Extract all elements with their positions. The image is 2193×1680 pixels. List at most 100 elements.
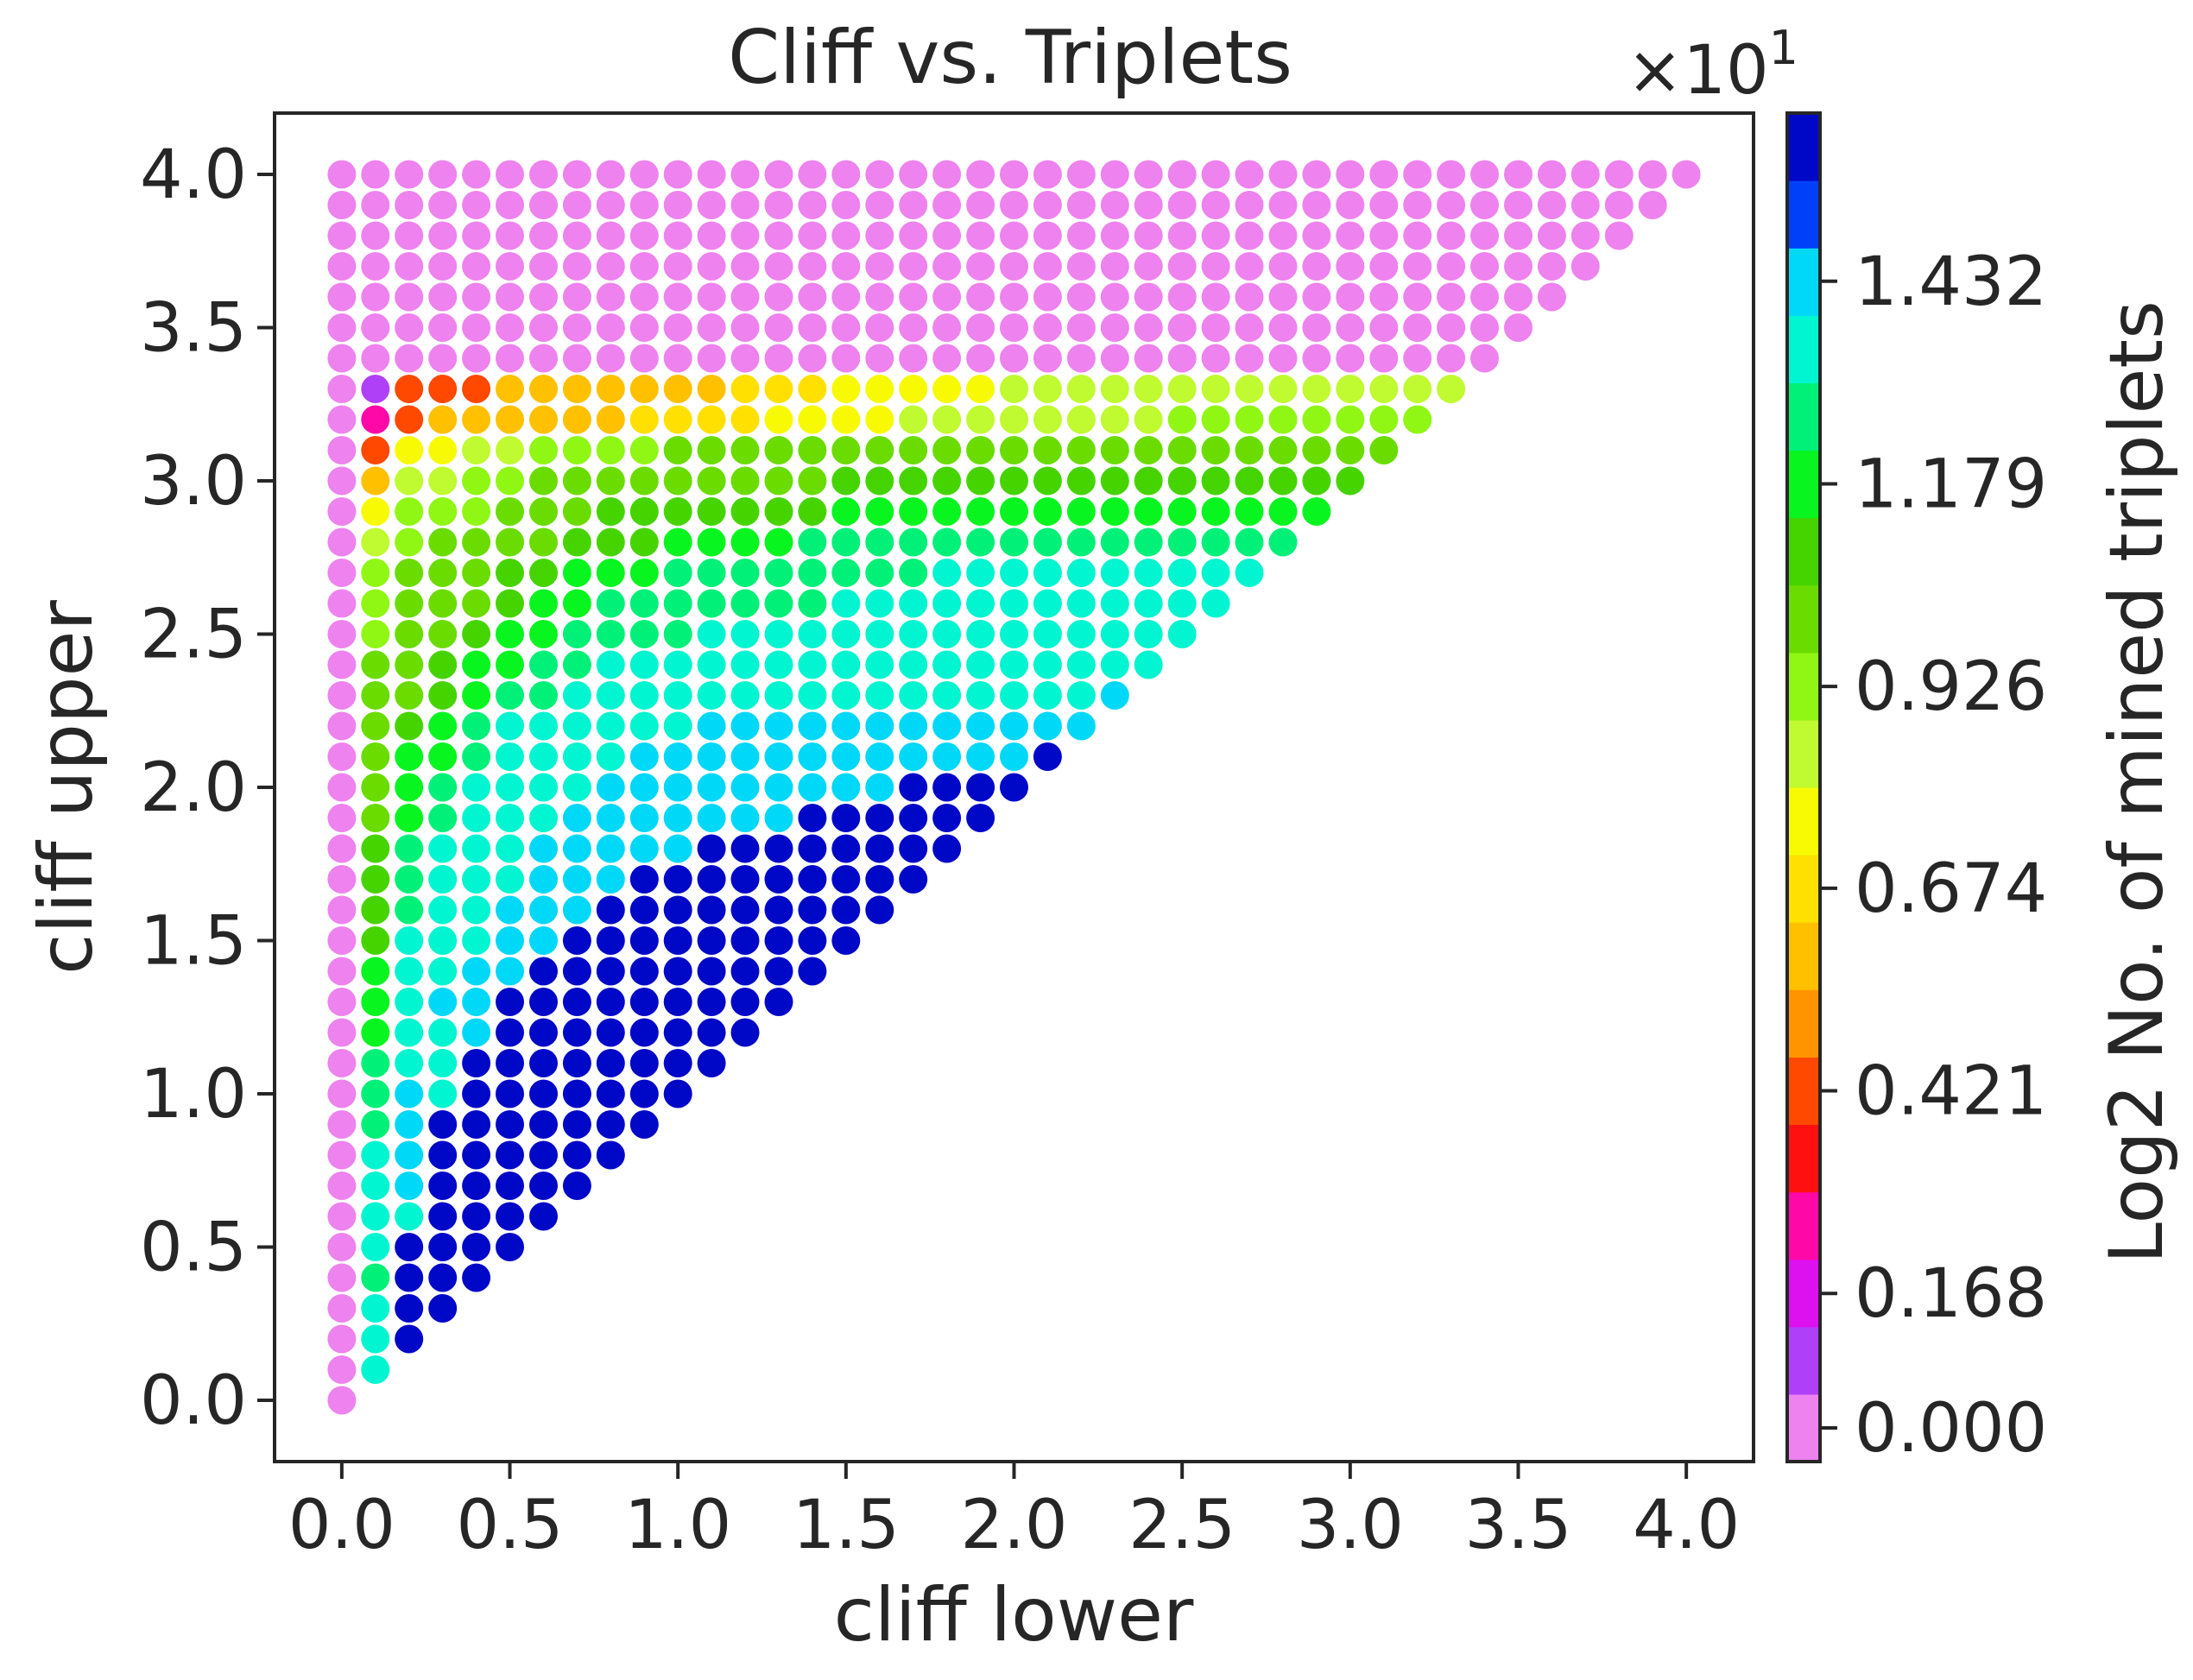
data-point xyxy=(462,650,491,679)
colorbar-bins xyxy=(1787,113,1820,1462)
data-point xyxy=(764,681,793,710)
data-point xyxy=(361,681,390,710)
data-point xyxy=(798,865,827,894)
data-point xyxy=(1033,344,1062,373)
data-point xyxy=(798,252,827,281)
data-point xyxy=(663,160,692,189)
colorbar-bin xyxy=(1787,855,1820,923)
data-point xyxy=(327,221,357,250)
data-point xyxy=(831,804,861,832)
data-point xyxy=(831,282,861,312)
data-point xyxy=(798,773,827,802)
data-point xyxy=(730,252,760,281)
data-point xyxy=(865,559,894,587)
data-point xyxy=(428,497,458,526)
data-point xyxy=(932,773,962,802)
data-point xyxy=(1100,436,1129,464)
data-point xyxy=(831,742,861,771)
data-point xyxy=(596,282,625,312)
data-point xyxy=(663,1049,692,1077)
data-point xyxy=(663,252,692,281)
data-point xyxy=(462,497,491,526)
data-point xyxy=(596,865,625,894)
data-point xyxy=(663,957,692,986)
data-point xyxy=(361,1172,390,1200)
data-point xyxy=(1235,466,1264,496)
data-point xyxy=(629,221,659,250)
data-point xyxy=(596,405,625,434)
data-point xyxy=(966,375,995,403)
data-point xyxy=(562,1079,591,1108)
data-point xyxy=(1000,375,1028,403)
data-point xyxy=(865,650,894,679)
x-tick-label: 3.0 xyxy=(1297,1487,1404,1564)
data-point xyxy=(496,221,524,250)
data-point xyxy=(932,282,962,312)
data-point xyxy=(562,589,591,618)
data-point xyxy=(730,282,760,312)
data-point xyxy=(899,589,928,618)
data-point xyxy=(1302,191,1331,219)
data-point xyxy=(663,742,692,771)
data-point xyxy=(966,344,995,373)
data-point xyxy=(1100,650,1129,679)
data-point xyxy=(764,773,793,802)
data-point xyxy=(663,221,692,250)
data-point xyxy=(327,497,357,526)
data-point xyxy=(327,926,357,955)
data-point xyxy=(395,620,424,648)
data-point xyxy=(1437,221,1466,250)
data-point xyxy=(1000,681,1028,710)
data-point xyxy=(1403,405,1432,434)
data-point xyxy=(831,650,861,679)
data-point xyxy=(865,252,894,281)
data-point xyxy=(361,282,390,312)
data-point xyxy=(428,1233,458,1261)
data-point xyxy=(1033,559,1062,587)
data-point xyxy=(629,681,659,710)
data-point xyxy=(361,988,390,1016)
data-point xyxy=(966,466,995,496)
data-point xyxy=(1604,160,1634,189)
data-point xyxy=(529,926,558,955)
colorbar-bin xyxy=(1787,922,1820,990)
data-point xyxy=(395,804,424,832)
data-point xyxy=(1167,559,1197,587)
data-point xyxy=(663,436,692,464)
data-point xyxy=(496,895,524,925)
data-point xyxy=(899,497,928,526)
data-point xyxy=(1369,344,1399,373)
data-point xyxy=(764,559,793,587)
data-point xyxy=(1268,466,1298,496)
data-point xyxy=(562,1172,591,1200)
data-point xyxy=(1134,191,1163,219)
data-point xyxy=(1470,160,1499,189)
colorbar-bin xyxy=(1787,1259,1820,1328)
data-point xyxy=(529,160,558,189)
data-point xyxy=(462,804,491,832)
data-point xyxy=(562,834,591,863)
data-point xyxy=(730,988,760,1016)
data-point xyxy=(462,895,491,925)
data-point xyxy=(596,221,625,250)
data-point xyxy=(932,191,962,219)
data-point xyxy=(1672,160,1701,189)
data-point xyxy=(1134,344,1163,373)
data-point xyxy=(562,497,591,526)
data-point xyxy=(327,282,357,312)
data-point xyxy=(596,957,625,986)
data-point xyxy=(1470,221,1499,250)
data-point xyxy=(361,1233,390,1261)
data-point xyxy=(663,988,692,1016)
data-point xyxy=(562,804,591,832)
data-point xyxy=(1302,282,1331,312)
data-point xyxy=(831,252,861,281)
data-point xyxy=(966,252,995,281)
data-point xyxy=(496,620,524,648)
data-point xyxy=(1268,405,1298,434)
data-point xyxy=(730,466,760,496)
data-point xyxy=(496,1233,524,1261)
data-point xyxy=(697,282,726,312)
